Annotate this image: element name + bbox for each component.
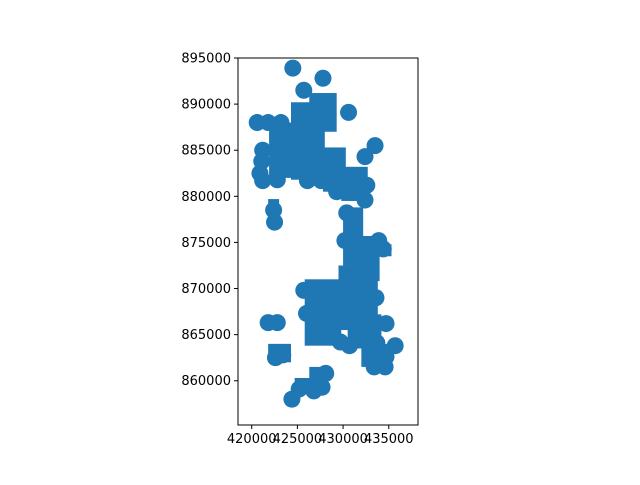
data-point <box>274 346 292 364</box>
data-point <box>343 184 361 202</box>
data-point <box>314 69 332 87</box>
data-point <box>336 232 354 250</box>
data-point <box>366 137 384 155</box>
y-tick-label: 890000 <box>181 98 231 113</box>
data-point <box>259 114 277 132</box>
data-point <box>374 240 392 258</box>
data-point <box>356 191 374 209</box>
plot-area <box>248 59 404 408</box>
data-point <box>376 358 394 376</box>
x-tick-label: 435000 <box>364 432 414 447</box>
data-block <box>269 122 294 178</box>
y-tick-label: 870000 <box>181 282 231 297</box>
y-tick-label: 885000 <box>181 144 231 159</box>
data-point <box>284 59 302 77</box>
x-tick-label: 430000 <box>318 432 368 447</box>
data-point <box>356 148 374 166</box>
y-tick-label: 895000 <box>181 52 231 67</box>
data-point <box>298 172 316 190</box>
data-point <box>272 114 290 132</box>
data-point <box>377 315 395 333</box>
data-block <box>309 93 337 132</box>
data-point <box>317 364 335 382</box>
data-point <box>266 213 284 231</box>
y-tick-label: 865000 <box>181 328 231 343</box>
data-point <box>268 314 286 332</box>
data-point <box>367 289 385 307</box>
x-tick-label: 425000 <box>273 432 323 447</box>
y-tick-label: 860000 <box>181 374 231 389</box>
axes-frame <box>237 57 419 426</box>
data-point <box>332 281 350 299</box>
x-tick-label: 420000 <box>227 432 277 447</box>
data-point <box>358 176 376 194</box>
y-axis: 860000 865000 870000 875000 880000 885000 8900… <box>181 52 238 389</box>
y-tick-label: 880000 <box>181 190 231 205</box>
data-point <box>295 281 313 299</box>
data-point <box>313 378 331 396</box>
data-point <box>340 337 358 355</box>
data-point <box>338 204 356 222</box>
data-point <box>328 183 346 201</box>
data-point <box>254 172 272 190</box>
data-point <box>298 304 316 322</box>
data-point <box>295 81 313 99</box>
data-point <box>268 171 286 189</box>
y-tick-label: 875000 <box>181 236 231 251</box>
data-point <box>368 334 386 352</box>
data-point <box>290 380 308 398</box>
data-point <box>340 103 358 121</box>
data-point <box>312 172 330 190</box>
